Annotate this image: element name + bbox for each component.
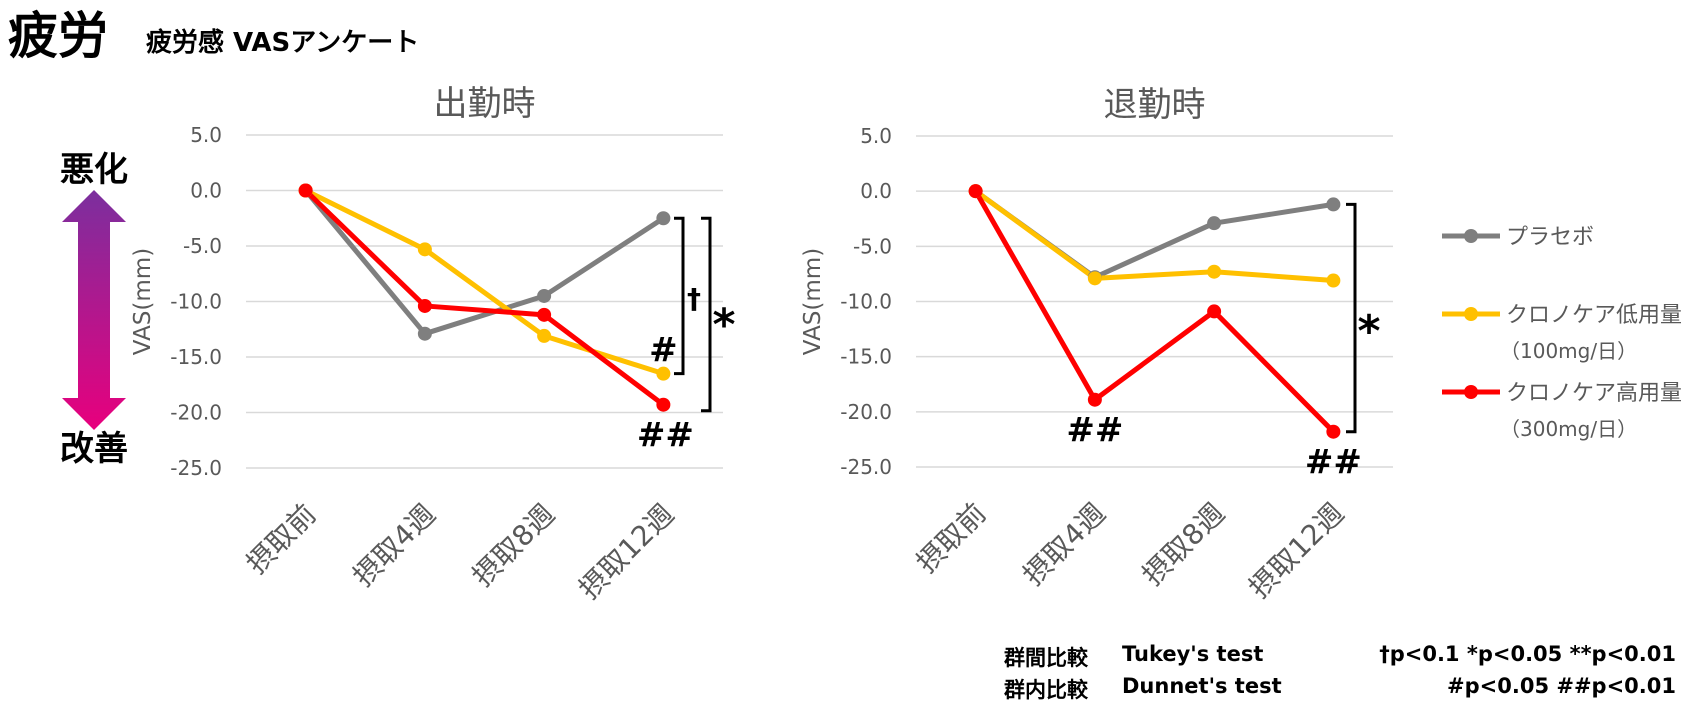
y-tick-label: -20.0 bbox=[840, 400, 892, 424]
significance-hash-12w: ## bbox=[1305, 443, 1362, 483]
legend-sublabel: （100mg/日） bbox=[1500, 339, 1637, 363]
sub-title: 疲労感 VASアンケート bbox=[146, 28, 420, 58]
significance-hash-low-dose: # bbox=[649, 331, 678, 371]
y-axis-label: VAS(mm) bbox=[130, 248, 156, 355]
y-tick-label: -10.0 bbox=[840, 290, 892, 314]
data-point bbox=[298, 183, 313, 198]
chart-title: 退勤時 bbox=[1104, 85, 1206, 125]
footnote-between-test: Tukey's test bbox=[1122, 642, 1264, 666]
chart-evening: 退勤時 5.0 0.0 -5.0 -10.0 -15.0 -20.0 -25.0 VAS(mm)… bbox=[800, 85, 1393, 605]
main-title: 疲労 bbox=[8, 7, 108, 65]
footnote-between-significance: †p<0.1 *p<0.05 **p<0.01 bbox=[1379, 642, 1676, 666]
y-tick-label: -5.0 bbox=[183, 234, 222, 258]
x-tick-label: 摂取12週 bbox=[1242, 497, 1350, 605]
data-point bbox=[537, 288, 552, 303]
series-line bbox=[304, 188, 665, 377]
x-tick-label: 摂取前 bbox=[910, 497, 993, 580]
legend-marker bbox=[1464, 307, 1478, 321]
x-tick-label: 摂取前 bbox=[240, 498, 323, 581]
data-point bbox=[1326, 273, 1341, 288]
legend-label: プラセボ bbox=[1506, 225, 1594, 250]
data-point bbox=[1087, 392, 1102, 407]
footnote-within-test: Dunnet's test bbox=[1122, 674, 1282, 698]
x-tick-label: 摂取8週 bbox=[466, 498, 561, 593]
footnote-between-label: 群間比較 bbox=[1004, 646, 1088, 670]
arrow-bottom-label: 改善 bbox=[60, 429, 128, 469]
y-axis-label: VAS(mm) bbox=[800, 248, 826, 355]
x-tick-label: 摂取12週 bbox=[572, 498, 680, 606]
y-tick-label: -15.0 bbox=[840, 345, 892, 369]
significance-hash-high-dose: ## bbox=[637, 416, 694, 456]
data-point bbox=[417, 298, 432, 313]
direction-arrow-shape bbox=[62, 190, 126, 430]
data-point bbox=[656, 211, 671, 226]
significance-bracket-placebo-high bbox=[1346, 202, 1357, 434]
significance-star: * bbox=[712, 299, 735, 350]
significance-dagger: † bbox=[687, 282, 701, 315]
data-point bbox=[968, 184, 983, 199]
legend-marker bbox=[1464, 229, 1478, 243]
data-point bbox=[537, 328, 552, 343]
data-point bbox=[656, 366, 671, 381]
series-line bbox=[974, 189, 1334, 284]
data-point bbox=[537, 307, 552, 322]
series-line bbox=[303, 188, 665, 337]
data-point bbox=[1326, 197, 1341, 212]
y-tick-label: -5.0 bbox=[853, 234, 892, 258]
y-tick-label: -25.0 bbox=[170, 456, 222, 480]
data-point bbox=[1207, 304, 1222, 319]
x-tick-label: 摂取4週 bbox=[1016, 497, 1111, 592]
legend-label: クロノケア高用量 bbox=[1506, 381, 1682, 406]
significance-hash-4w: ## bbox=[1066, 411, 1123, 451]
data-point bbox=[1207, 216, 1222, 231]
arrow-top-label: 悪化 bbox=[60, 150, 128, 190]
data-point bbox=[1087, 271, 1102, 286]
legend-label: クロノケア低用量 bbox=[1506, 303, 1682, 328]
significance-bracket-placebo-low bbox=[674, 216, 685, 376]
y-tick-label: 5.0 bbox=[190, 123, 222, 147]
data-point bbox=[417, 242, 432, 257]
significance-bracket-placebo-high bbox=[701, 216, 712, 413]
series-line bbox=[974, 189, 1334, 280]
x-tick-label: 摂取4週 bbox=[346, 498, 441, 593]
chart-title: 出勤時 bbox=[434, 84, 536, 124]
y-tick-label: -20.0 bbox=[170, 401, 222, 425]
y-tick-label: -10.0 bbox=[170, 290, 222, 314]
data-point bbox=[1326, 424, 1341, 439]
y-tick-label: -25.0 bbox=[840, 455, 892, 479]
footnote-within-label: 群内比較 bbox=[1004, 678, 1088, 702]
y-tick-label: 0.0 bbox=[190, 179, 222, 203]
series-line bbox=[973, 189, 1336, 434]
data-point bbox=[656, 397, 671, 412]
y-tick-label: 0.0 bbox=[860, 179, 892, 203]
chart-morning: 出勤時 5.0 0.0 -5.0 -10.0 -15.0 -20.0 -25.0 VAS(mm)… bbox=[130, 84, 736, 606]
data-point bbox=[1207, 264, 1222, 279]
y-tick-label: 5.0 bbox=[860, 124, 892, 148]
significance-star: * bbox=[1357, 306, 1380, 357]
x-tick-label: 摂取8週 bbox=[1136, 497, 1231, 592]
legend-sublabel: （300mg/日） bbox=[1500, 417, 1637, 441]
series-line bbox=[303, 188, 665, 407]
y-tick-label: -15.0 bbox=[170, 345, 222, 369]
data-point bbox=[417, 326, 432, 341]
legend-marker bbox=[1464, 385, 1478, 399]
footnote-within-significance: #p<0.05 ##p<0.01 bbox=[1447, 674, 1676, 698]
